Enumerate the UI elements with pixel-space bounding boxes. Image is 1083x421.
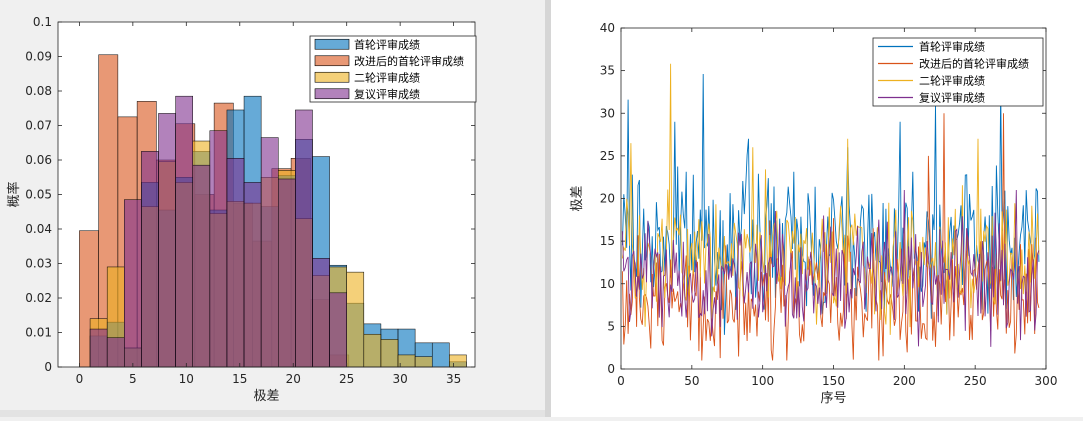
histogram-bar <box>329 292 347 368</box>
x-tick-label: 35 <box>446 372 461 386</box>
x-tick-label: 150 <box>822 374 845 388</box>
histogram-bar <box>141 151 159 368</box>
legend-entry: 首轮评审成绩 <box>354 37 420 51</box>
x-tick-label: 200 <box>893 374 916 388</box>
y-tick-label: 25 <box>600 149 615 163</box>
x-tick-label: 15 <box>232 372 247 386</box>
y-tick-label: 0.05 <box>25 188 52 202</box>
y-tick-label: 5 <box>607 319 615 333</box>
series-line <box>621 113 1040 361</box>
histogram-bar <box>158 113 176 368</box>
histogram-bar <box>449 354 467 368</box>
x-tick-label: 25 <box>339 372 354 386</box>
histogram-chart: 0 5 10 15 20 25 30 35 0 0.01 0.02 0.03 0.04 0.05 0.06 0… <box>6 15 477 404</box>
x-axis-label: 极差 <box>253 389 279 404</box>
y-tick-label: 0.06 <box>25 153 52 167</box>
series-line <box>621 189 1040 347</box>
y-tick-label: 0.02 <box>25 291 52 305</box>
y-tick-label: 10 <box>600 277 615 291</box>
legend-entry: 复议评审成绩 <box>354 87 420 101</box>
y-tick-label: 30 <box>600 106 615 120</box>
histogram-bar <box>106 337 125 368</box>
y-tick-label: 15 <box>600 234 615 248</box>
histogram-bar <box>243 182 262 368</box>
y-tick-label: 0.08 <box>25 84 52 98</box>
y-tick-label: 0.04 <box>25 222 52 236</box>
legend-entry: 首轮评审成绩 <box>919 40 985 54</box>
legend-entry: 改进后的首轮评审成绩 <box>354 54 464 68</box>
y-axis-label: 概率 <box>6 181 22 207</box>
histogram-bar <box>397 354 416 368</box>
histogram-bar <box>295 109 313 368</box>
histogram-bar <box>431 342 450 368</box>
y-tick-label: 0.03 <box>25 257 52 271</box>
x-axis-label: 序号 <box>820 391 846 406</box>
histogram-figure-window: 0 5 10 15 20 25 30 35 0 0.01 0.02 0.03 0.04 0.05 0.06 0… <box>0 0 545 410</box>
x-tick-label: 300 <box>1035 374 1058 388</box>
legend-entry: 二轮评审成绩 <box>919 74 985 88</box>
line-figure-window: 0 50 100 150 200 250 300 0 5 10 15 20 25 30 35 40 序号 极差 首轮… <box>551 0 1083 417</box>
y-tick-label: 0.09 <box>25 50 52 64</box>
histogram-bar <box>312 258 330 368</box>
legend-swatch <box>314 71 350 83</box>
window-divider <box>545 0 551 417</box>
x-tick-label: 0 <box>617 374 625 388</box>
y-tick-label: 0 <box>44 360 52 374</box>
x-tick-label: 100 <box>751 374 774 388</box>
y-axis-label: 极差 <box>570 185 585 211</box>
histogram-bar <box>363 333 382 368</box>
x-tick-label: 30 <box>393 372 408 386</box>
y-tick-label: 0.01 <box>25 326 52 340</box>
x-tick-label: 0 <box>76 372 84 386</box>
histogram-bar <box>414 356 433 368</box>
histogram-bar <box>209 130 228 368</box>
x-tick-label: 50 <box>684 374 699 388</box>
y-tick-label: 0 <box>607 362 615 376</box>
legend-swatch <box>314 88 350 100</box>
legend-entry: 改进后的首轮评审成绩 <box>919 57 1029 71</box>
histogram-bar <box>175 95 193 368</box>
x-tick-label: 10 <box>179 372 194 386</box>
line-chart: 0 50 100 150 200 250 300 0 5 10 15 20 25 30 35 40 序号 极差 首轮… <box>570 21 1058 406</box>
x-tick-label: 250 <box>964 374 987 388</box>
window-bottom-edge <box>0 410 545 417</box>
histogram-bar <box>346 271 365 368</box>
y-tick-label: 40 <box>600 21 615 35</box>
y-tick-label: 35 <box>600 64 615 78</box>
legend-swatch <box>314 55 350 67</box>
histogram-bar <box>192 164 211 368</box>
histogram-bar <box>278 178 296 368</box>
x-tick-label: 20 <box>286 372 301 386</box>
legend-entry: 二轮评审成绩 <box>354 70 420 84</box>
y-tick-label: 0.1 <box>33 15 52 29</box>
x-tick-label: 5 <box>129 372 137 386</box>
histogram-bar <box>89 328 108 368</box>
histogram-bar <box>124 199 142 368</box>
histogram-bar <box>380 339 399 368</box>
series-bars <box>89 95 347 368</box>
histogram-bar <box>260 137 279 368</box>
legend-box <box>872 37 1044 107</box>
legend-entry: 复议评审成绩 <box>919 91 985 105</box>
y-tick-label: 0.07 <box>25 119 52 133</box>
histogram-bar <box>226 158 245 368</box>
y-tick-label: 20 <box>600 192 615 206</box>
legend-swatch <box>314 38 350 50</box>
